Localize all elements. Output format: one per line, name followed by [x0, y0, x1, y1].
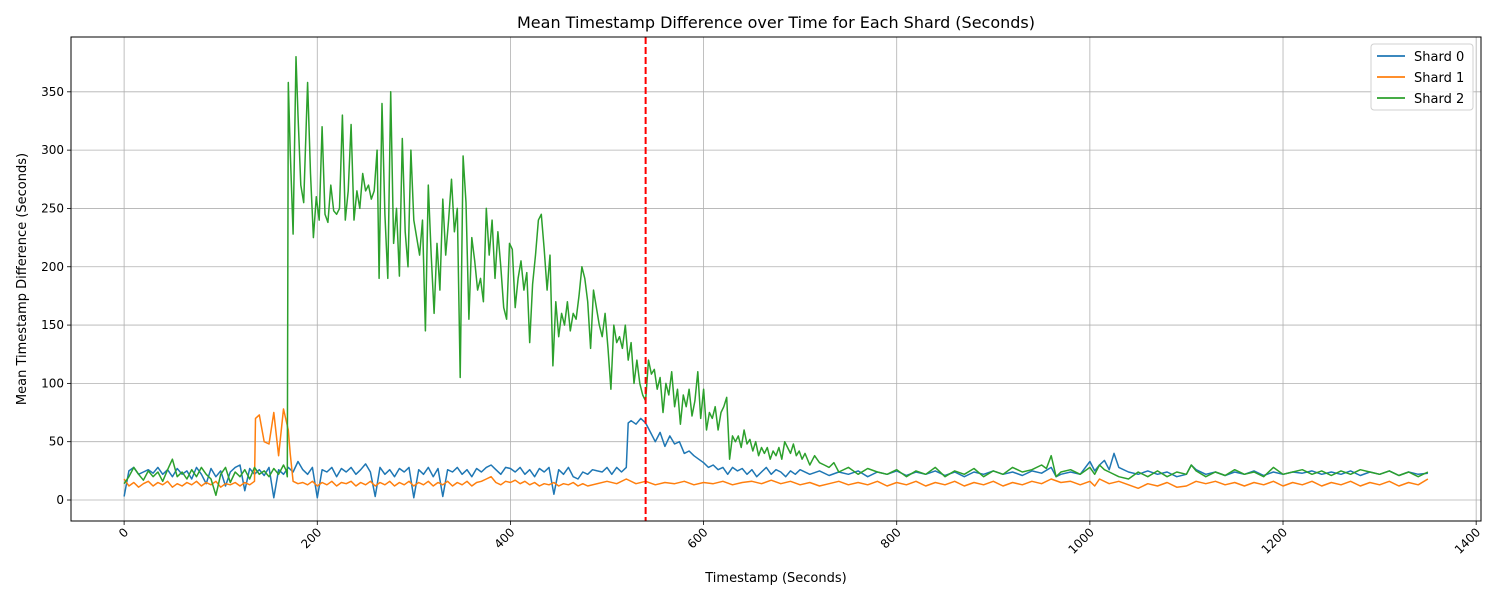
- y-tick-label: 250: [41, 201, 64, 215]
- legend: Shard 0 Shard 1 Shard 2: [1370, 43, 1474, 111]
- y-tick-label: 150: [41, 318, 64, 332]
- x-axis-label: Timestamp (Seconds): [704, 571, 846, 586]
- grid: [71, 37, 1481, 521]
- series-line-shard-1: [123, 408, 1429, 490]
- y-axis-label: Mean Timestamp Difference (Seconds): [15, 153, 30, 405]
- legend-label: Shard 2: [1414, 92, 1464, 107]
- legend-label: Shard 1: [1414, 71, 1464, 86]
- y-tick-label: 0: [56, 493, 64, 507]
- chart-title: Mean Timestamp Difference over Time for …: [517, 13, 1035, 32]
- series-line-shard-0: [123, 417, 1428, 499]
- y-tick-label: 350: [41, 85, 64, 99]
- legend-label: Shard 0: [1414, 50, 1464, 65]
- y-tick-label: 50: [49, 435, 64, 449]
- y-tick-label: 100: [41, 376, 64, 390]
- series-layer: [123, 56, 1429, 499]
- y-tick-label: 200: [41, 260, 64, 274]
- plot-frame: [70, 36, 1482, 522]
- legend-box: [1370, 43, 1474, 111]
- series-line-shard-2: [123, 56, 1429, 497]
- y-tick-label: 300: [41, 143, 64, 157]
- y-axis: 0 50 100 150 200 250 300 350: [41, 85, 71, 507]
